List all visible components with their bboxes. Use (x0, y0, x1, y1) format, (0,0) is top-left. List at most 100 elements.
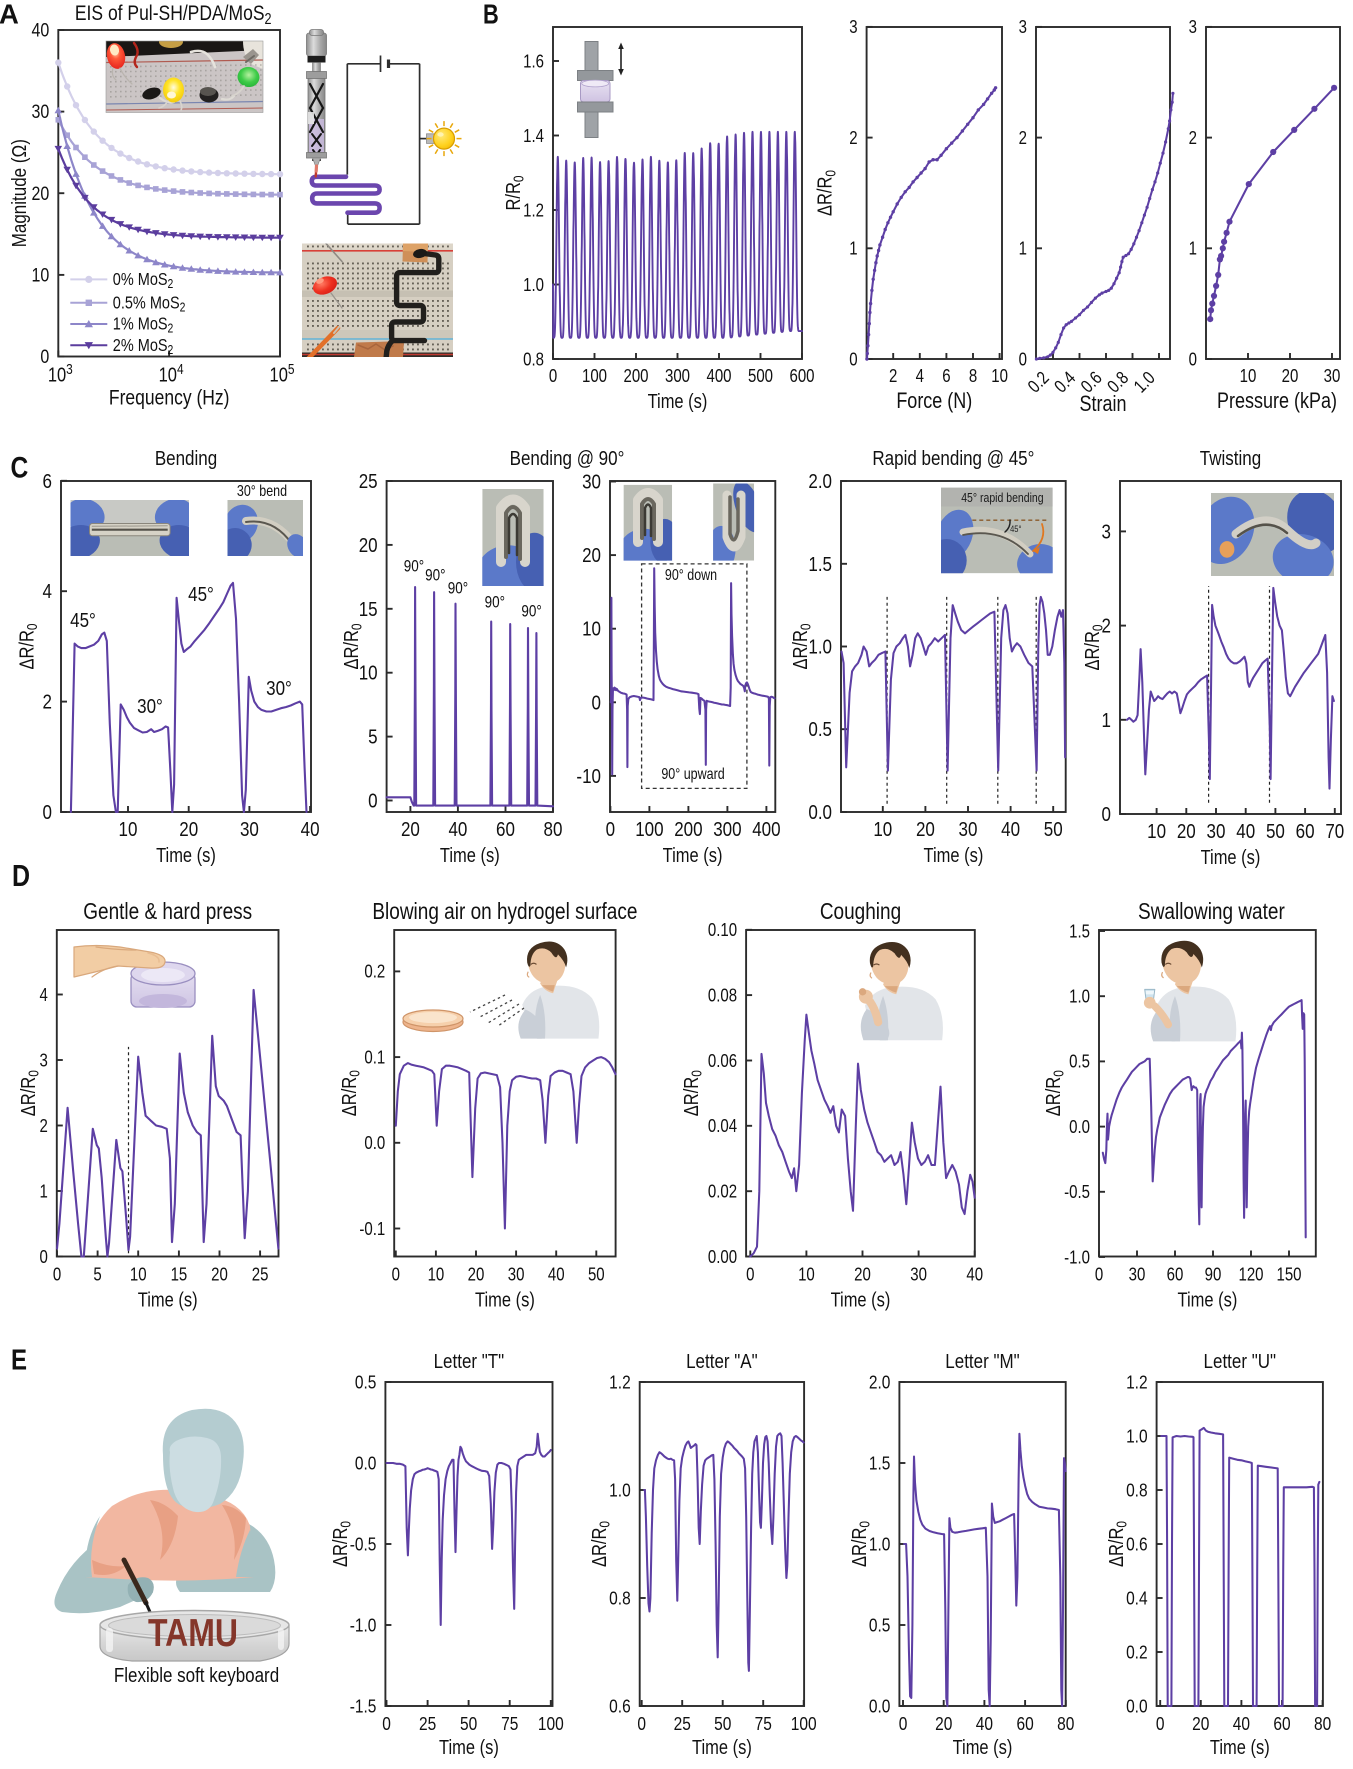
svg-text:70: 70 (1325, 821, 1344, 844)
svg-text:0.2: 0.2 (364, 961, 385, 982)
svg-text:ΔR/R0: ΔR/R0 (1080, 624, 1106, 670)
svg-text:50: 50 (588, 1264, 605, 1285)
svg-text:40: 40 (1001, 819, 1020, 842)
svg-text:20: 20 (401, 819, 420, 842)
svg-text:0: 0 (1189, 349, 1197, 370)
svg-text:ΔR/R0: ΔR/R0 (328, 1521, 354, 1567)
svg-text:30° bend: 30° bend (237, 482, 287, 499)
svg-text:40: 40 (1233, 1713, 1250, 1735)
svg-text:0.0: 0.0 (1069, 1116, 1090, 1137)
svg-text:20: 20 (468, 1264, 485, 1285)
svg-text:20: 20 (359, 534, 378, 557)
svg-text:25: 25 (674, 1713, 691, 1735)
svg-text:-1.0: -1.0 (1064, 1247, 1090, 1268)
svg-text:8: 8 (969, 366, 977, 387)
svg-text:4: 4 (39, 984, 47, 1005)
svg-text:0.0: 0.0 (869, 1695, 891, 1717)
svg-text:100: 100 (582, 366, 607, 387)
svg-text:103: 103 (48, 361, 73, 386)
svg-text:B: B (483, 0, 499, 30)
svg-text:Time (s): Time (s) (953, 1735, 1013, 1758)
svg-text:Time (s): Time (s) (831, 1288, 891, 1311)
svg-text:20: 20 (32, 182, 50, 204)
svg-text:5: 5 (93, 1264, 101, 1285)
svg-text:0: 0 (606, 819, 615, 842)
svg-text:0.0: 0.0 (355, 1452, 377, 1474)
svg-text:60: 60 (1016, 1713, 1033, 1735)
svg-text:20: 20 (1282, 366, 1299, 387)
svg-text:2.0: 2.0 (869, 1371, 891, 1393)
svg-text:60: 60 (496, 819, 515, 842)
svg-text:Flexible soft keyboard: Flexible soft keyboard (114, 1665, 279, 1688)
svg-text:20: 20 (935, 1713, 952, 1735)
svg-text:10: 10 (32, 264, 50, 286)
svg-text:20: 20 (916, 819, 935, 842)
svg-text:Gentle & hard press: Gentle & hard press (83, 899, 252, 924)
svg-text:30: 30 (508, 1264, 525, 1285)
svg-text:1.0: 1.0 (808, 636, 832, 659)
svg-text:90°: 90° (485, 593, 505, 612)
svg-text:1.0: 1.0 (1126, 1425, 1148, 1447)
svg-text:25: 25 (252, 1264, 269, 1285)
svg-text:0.8: 0.8 (609, 1587, 631, 1609)
svg-text:ΔR/R0: ΔR/R0 (16, 1070, 42, 1116)
svg-text:1: 1 (1102, 709, 1111, 732)
svg-text:Swallowing water: Swallowing water (1138, 899, 1285, 924)
svg-text:0.6: 0.6 (1126, 1533, 1148, 1555)
svg-text:0.5: 0.5 (1069, 1051, 1090, 1072)
svg-text:Blowing air on hydrogel surfac: Blowing air on hydrogel surface (372, 899, 637, 924)
svg-text:30: 30 (1324, 366, 1341, 387)
svg-text:Time (s): Time (s) (1210, 1735, 1270, 1758)
svg-text:Rapid bending @ 45°: Rapid bending @ 45° (872, 448, 1034, 471)
svg-text:Time (s): Time (s) (440, 843, 500, 866)
svg-text:0: 0 (899, 1713, 908, 1735)
svg-text:Bending: Bending (155, 448, 217, 471)
svg-text:0: 0 (40, 346, 49, 368)
svg-text:30: 30 (1207, 821, 1226, 844)
svg-text:80: 80 (1057, 1713, 1074, 1735)
svg-text:Letter "A": Letter "A" (686, 1351, 758, 1374)
svg-text:50: 50 (714, 1713, 731, 1735)
svg-text:Pressure (kPa): Pressure (kPa) (1217, 389, 1337, 413)
svg-text:-0.5: -0.5 (1064, 1182, 1090, 1203)
svg-text:60: 60 (1296, 821, 1315, 844)
svg-text:0: 0 (43, 802, 52, 825)
svg-text:Letter "T": Letter "T" (434, 1351, 505, 1374)
svg-text:120: 120 (1238, 1264, 1263, 1285)
svg-text:4: 4 (916, 366, 924, 387)
svg-text:200: 200 (674, 819, 702, 842)
svg-text:1: 1 (849, 238, 857, 259)
svg-text:Time (s): Time (s) (692, 1735, 752, 1758)
svg-text:50: 50 (1266, 821, 1285, 844)
svg-text:EIS of Pul-SH/PDA/MoS2: EIS of Pul-SH/PDA/MoS2 (75, 1, 272, 27)
svg-text:ΔR/R0: ΔR/R0 (788, 623, 814, 669)
svg-text:75: 75 (501, 1713, 518, 1735)
svg-text:104: 104 (159, 361, 184, 386)
svg-text:Letter "U": Letter "U" (1204, 1351, 1277, 1374)
svg-text:0: 0 (392, 1264, 400, 1285)
svg-text:6: 6 (942, 366, 950, 387)
svg-text:-1.5: -1.5 (350, 1695, 377, 1717)
svg-text:40: 40 (448, 819, 467, 842)
svg-text:1.5: 1.5 (869, 1452, 891, 1474)
svg-text:0: 0 (1019, 349, 1027, 370)
svg-text:30: 30 (1129, 1264, 1146, 1285)
svg-text:2: 2 (39, 1115, 47, 1136)
svg-text:1.2: 1.2 (609, 1371, 631, 1393)
svg-text:45°: 45° (1010, 523, 1021, 534)
svg-text:20: 20 (211, 1264, 228, 1285)
svg-text:Time (s): Time (s) (1201, 845, 1261, 868)
svg-text:Time (s): Time (s) (475, 1288, 535, 1311)
svg-text:0: 0 (368, 790, 377, 813)
svg-text:2: 2 (849, 127, 857, 148)
svg-text:6: 6 (43, 470, 52, 493)
svg-text:300: 300 (665, 366, 690, 387)
svg-text:30: 30 (582, 471, 601, 494)
svg-text:2.0: 2.0 (808, 471, 832, 494)
svg-text:0% MoS2: 0% MoS2 (113, 270, 174, 292)
svg-text:1: 1 (1189, 238, 1197, 259)
svg-text:1% MoS2: 1% MoS2 (113, 314, 174, 336)
svg-text:30°: 30° (266, 678, 292, 701)
svg-text:2: 2 (889, 366, 897, 387)
svg-text:1: 1 (39, 1181, 47, 1202)
